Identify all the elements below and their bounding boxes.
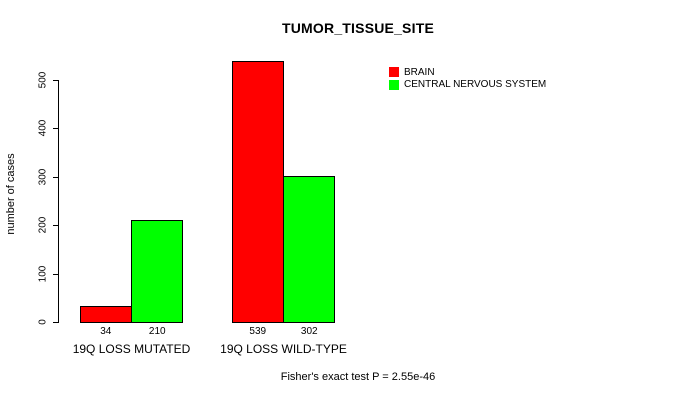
y-axis-tick-label: 500 — [37, 71, 49, 89]
legend-label: CENTRAL NERVOUS SYSTEM — [404, 79, 547, 91]
legend-item: CENTRAL NERVOUS SYSTEM — [389, 79, 546, 92]
bar-value-label: 302 — [300, 326, 318, 337]
y-axis-tick-label: 300 — [37, 168, 49, 186]
bar-value-label: 34 — [100, 326, 112, 337]
y-axis-tick — [53, 176, 58, 178]
chart-title: TUMOR_TISSUE_SITE — [282, 20, 434, 36]
bar-brain — [232, 61, 284, 323]
legend-swatch-central-nervous-system — [389, 79, 399, 90]
legend-item: BRAIN — [389, 66, 546, 79]
y-axis-tick — [53, 322, 58, 323]
y-axis-line — [58, 80, 59, 323]
y-axis-tick-label: 100 — [37, 265, 49, 282]
y-axis-tick — [53, 128, 58, 130]
y-axis-tick-label: 400 — [37, 120, 49, 137]
bar-value-label: 210 — [148, 326, 166, 337]
y-axis-tick-label: 0 — [37, 319, 49, 325]
bar-brain — [80, 305, 132, 323]
bar-value-label: 539 — [249, 326, 267, 337]
legend-label: BRAIN — [404, 66, 435, 78]
y-axis-tick — [53, 80, 58, 81]
legend-swatch-brain — [389, 67, 399, 78]
x-axis-category-label: 19Q LOSS WILD-TYPE — [220, 342, 347, 356]
legend: BRAIN CENTRAL NERVOUS SYSTEM — [389, 66, 546, 91]
y-axis-label: number of cases — [5, 153, 17, 235]
y-axis-tick — [53, 225, 58, 227]
y-axis-tick — [53, 273, 58, 275]
y-axis-tick-label: 200 — [37, 216, 49, 234]
bar-central-nervous-system — [130, 220, 183, 323]
x-axis-category-label: 19Q LOSS MUTATED — [72, 342, 191, 356]
footnote-fisher-test: Fisher's exact test P = 2.55e-46 — [280, 371, 436, 383]
bar-central-nervous-system — [282, 175, 335, 323]
